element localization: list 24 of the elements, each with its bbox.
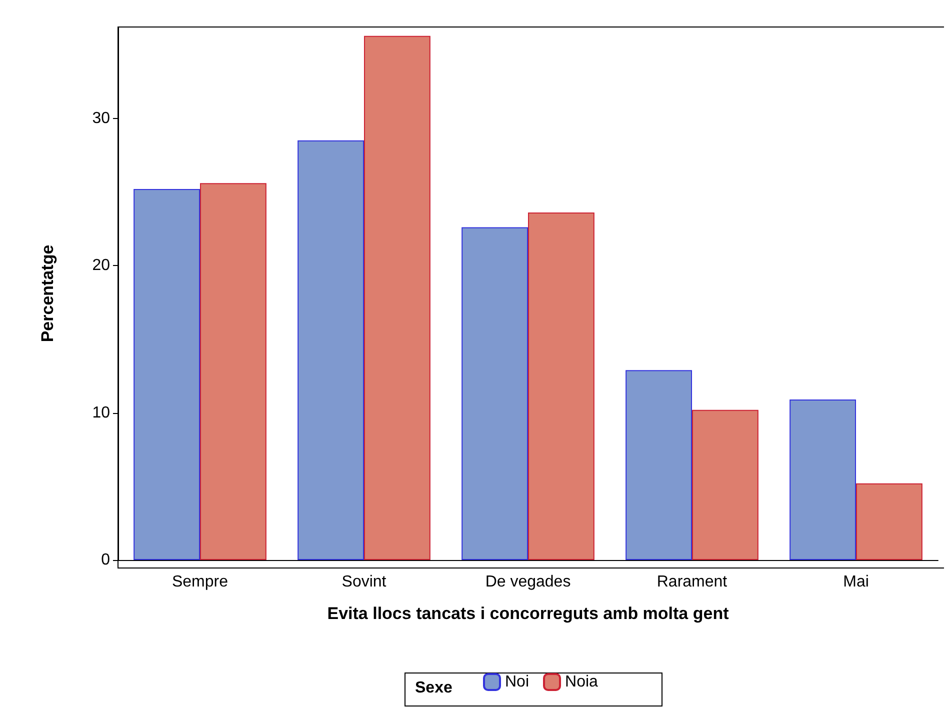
bar <box>626 370 692 560</box>
bar <box>200 183 266 560</box>
bar <box>790 400 856 560</box>
x-tick-label: Sempre <box>172 574 228 590</box>
legend-label: Noia <box>565 674 598 690</box>
bar <box>692 410 758 560</box>
y-tick-label: 30 <box>92 110 110 127</box>
x-tick-label: Mai <box>843 574 869 590</box>
bar <box>856 483 922 560</box>
y-tick-label: 10 <box>92 404 110 422</box>
bar <box>528 212 594 560</box>
legend-title: Sexe <box>415 680 452 696</box>
y-axis-title: Percentatge <box>38 244 57 342</box>
x-tick-label: Sovint <box>342 574 387 590</box>
x-axis-title: Evita llocs tancats i concorreguts amb molta gent <box>327 604 730 623</box>
legend-label: Noi <box>505 674 530 690</box>
bar <box>364 36 430 560</box>
bar <box>134 188 200 560</box>
y-tick-label: 20 <box>92 257 110 274</box>
bar <box>298 140 364 560</box>
x-tick-label: Rarament <box>656 574 728 590</box>
x-tick-label: De vegades <box>485 574 571 590</box>
y-tick-label: 0 <box>101 552 110 568</box>
bar <box>462 227 528 560</box>
